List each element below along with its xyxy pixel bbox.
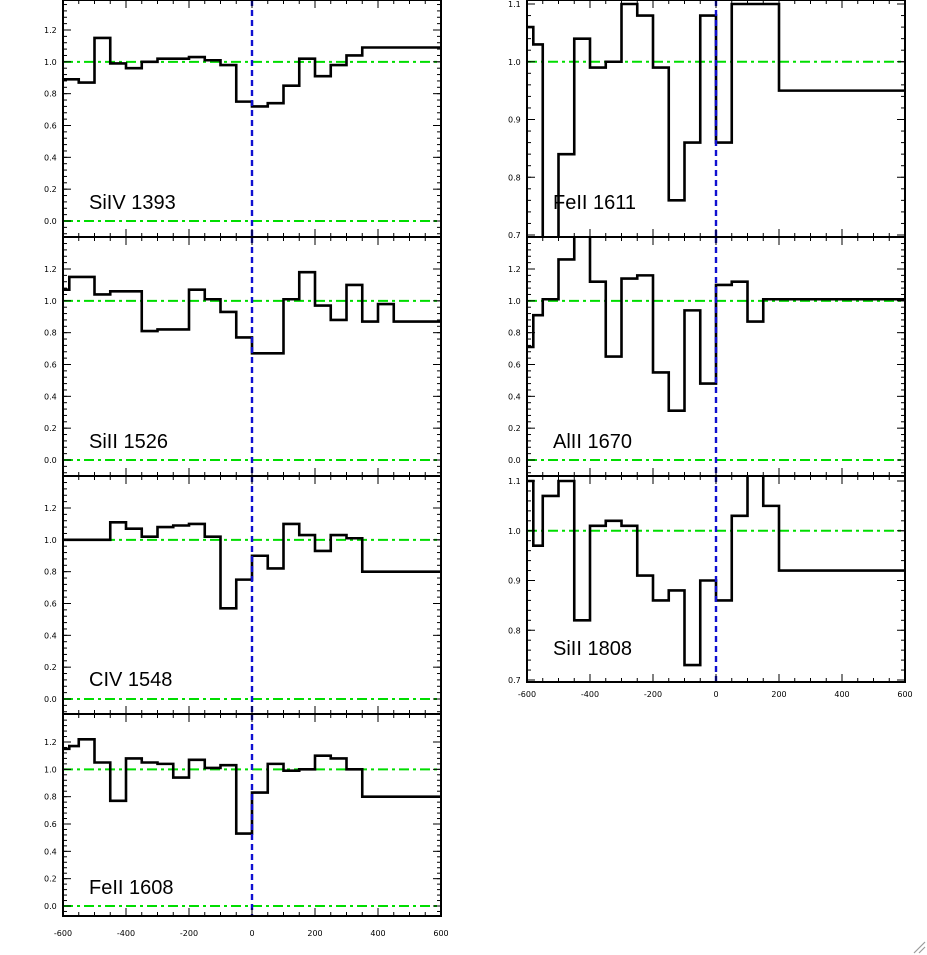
x-tick-label: 0 — [713, 690, 718, 699]
x-tick-label: 600 — [433, 929, 448, 938]
ion-label-feii-1608: FeII 1608 — [89, 877, 174, 899]
y-tick-label: 0.8 — [44, 793, 57, 802]
y-tick-label: 0.6 — [508, 361, 521, 370]
y-tick-label: 0.6 — [44, 820, 57, 829]
panel-siii-1526: 0.0 0.2 0.4 0.6 0.8 1.0 1.2 SiII 1526 — [44, 236, 442, 477]
x-tick-label: 400 — [370, 929, 385, 938]
y-tick-label: 0.8 — [508, 173, 521, 182]
y-tick-label: 0.7 — [508, 676, 521, 685]
y-tick-label: 1.2 — [44, 738, 57, 747]
y-tick-label: 0.9 — [508, 577, 521, 586]
y-tick-label: 0.0 — [44, 902, 57, 911]
resize-grip-icon[interactable] — [913, 941, 926, 954]
y-tick-label: 1.0 — [508, 297, 521, 306]
y-tick-label: 0.4 — [44, 153, 57, 162]
flux-spectrum — [527, 476, 905, 667]
y-tick-label: 1.0 — [508, 527, 521, 536]
y-tick-label: 0.6 — [44, 122, 57, 131]
flux-spectrum — [63, 737, 441, 835]
y-tick-label: 0.2 — [44, 875, 57, 884]
y-tick-label: 0.7 — [508, 231, 521, 240]
y-tick-label: 1.0 — [44, 297, 57, 306]
x-tick-label: -200 — [644, 690, 662, 699]
y-tick-label: 0.4 — [508, 392, 521, 401]
y-tick-label: 1.2 — [508, 265, 521, 274]
flux-spectrum — [63, 521, 441, 610]
y-tick-label: 1.1 — [508, 0, 521, 9]
y-tick-label: 0.0 — [508, 456, 521, 465]
y-tick-label: 0.4 — [44, 392, 57, 401]
y-tick-label: 1.2 — [44, 504, 57, 513]
velocity-axis-group: -600 -400 -200 0 200 400 600 -600 -400 -200 0 200 40… — [54, 690, 913, 938]
y-tick-label: 0.2 — [44, 663, 57, 672]
y-tick-label: 1.1 — [508, 477, 521, 486]
panel-siii-1808: 0.7 0.8 0.9 1.0 1.1 SiII 1808 — [508, 475, 906, 685]
ion-label-siii-1808: SiII 1808 — [553, 638, 632, 660]
ion-label-siii-1526: SiII 1526 — [89, 431, 168, 453]
y-tick-label: 0.8 — [508, 626, 521, 635]
y-tick-label: 0.0 — [44, 456, 57, 465]
y-tick-label: 0.8 — [44, 568, 57, 577]
flux-spectrum — [527, 2, 905, 237]
panel-civ-1548: 0.0 0.2 0.4 0.6 0.8 1.0 1.2 CIV 1548 — [44, 475, 442, 715]
panel-siiv-1393: 0.0 0.2 0.4 0.6 0.8 1.0 1.2 SiIV 1393 — [44, 0, 442, 238]
y-tick-label: 0.2 — [44, 424, 57, 433]
y-tick-label: 1.0 — [508, 58, 521, 67]
x-tick-label: 600 — [897, 690, 912, 699]
y-tick-label: 1.2 — [44, 265, 57, 274]
x-tick-label: -400 — [117, 929, 135, 938]
y-tick-label: 0.6 — [44, 600, 57, 609]
y-tick-label: 0.8 — [44, 329, 57, 338]
y-tick-label: 0.2 — [508, 424, 521, 433]
y-tick-label: 1.0 — [44, 536, 57, 545]
ion-label-civ-1548: CIV 1548 — [89, 669, 172, 691]
ion-label-alii-1670: AlII 1670 — [553, 431, 632, 453]
flux-spectrum — [63, 36, 441, 108]
ion-label-siiv-1393: SiIV 1393 — [89, 192, 176, 214]
y-tick-label: 0.4 — [44, 631, 57, 640]
y-tick-label: 1.0 — [44, 58, 57, 67]
x-tick-label: -600 — [518, 690, 536, 699]
x-tick-label: 400 — [834, 690, 849, 699]
x-tick-label: -400 — [581, 690, 599, 699]
flux-spectrum — [527, 237, 905, 412]
x-tick-label: 200 — [307, 929, 322, 938]
y-tick-label: 0.6 — [44, 361, 57, 370]
panel-alii-1670: 0.0 0.2 0.4 0.6 0.8 1.0 1.2 AlII 1670 — [508, 236, 906, 477]
y-tick-label: 0.8 — [508, 329, 521, 338]
y-tick-label: 0.9 — [508, 116, 521, 125]
y-tick-label: 1.2 — [44, 26, 57, 35]
x-tick-label: -200 — [180, 929, 198, 938]
y-tick-label: 0.2 — [44, 185, 57, 194]
x-tick-label: 0 — [249, 929, 254, 938]
y-tick-label: 0.4 — [44, 847, 57, 856]
panel-feii-1608: 0.0 0.2 0.4 0.6 0.8 1.0 1.2 FeII 1608 — [44, 713, 442, 917]
y-tick-label: 0.0 — [44, 695, 57, 704]
ion-label-feii-1611: FeII 1611 — [553, 192, 636, 214]
x-tick-label: 200 — [771, 690, 786, 699]
x-tick-label: -600 — [54, 929, 72, 938]
y-tick-label: 0.0 — [44, 217, 57, 226]
y-tick-label: 1.0 — [44, 765, 57, 774]
y-tick-label: 0.8 — [44, 90, 57, 99]
